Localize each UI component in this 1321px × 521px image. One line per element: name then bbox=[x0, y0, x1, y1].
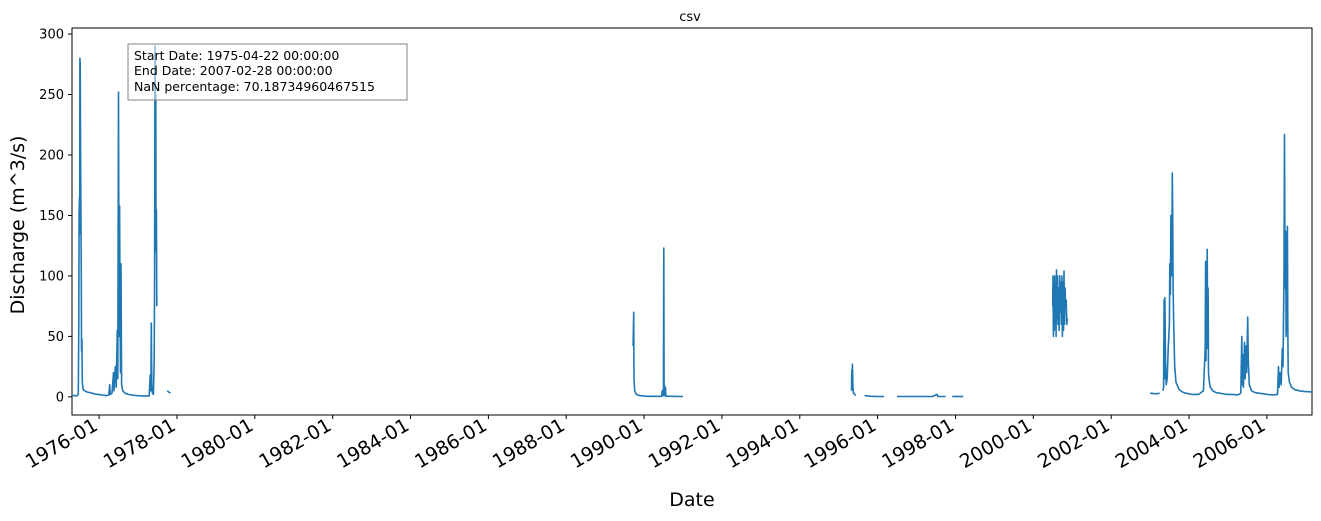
annotation-box: Start Date: 1975-04-22 00:00:00 End Date… bbox=[127, 43, 408, 101]
y-tick-label: 250 bbox=[39, 88, 64, 103]
series-line-segment bbox=[850, 363, 857, 397]
annotation-end-date: End Date: 2007-02-28 00:00:00 bbox=[134, 63, 333, 78]
series-discharge bbox=[72, 45, 1313, 398]
x-tick-label: 1982-01 bbox=[255, 414, 335, 473]
y-tick-label: 150 bbox=[39, 209, 64, 224]
annotation-frame bbox=[127, 43, 408, 101]
y-tick-label: 50 bbox=[47, 330, 64, 345]
plot-area bbox=[71, 27, 1313, 416]
series-line-segment bbox=[1150, 392, 1160, 395]
annotation-nan-percentage: NaN percentage: 70.18734960467515 bbox=[134, 79, 375, 94]
y-tick-label: 100 bbox=[39, 269, 64, 284]
x-tick-label: 1994-01 bbox=[723, 414, 803, 473]
x-tick-label: 2006-01 bbox=[1190, 414, 1270, 473]
x-tick-label: 1978-01 bbox=[100, 414, 180, 473]
y-tick-label: 200 bbox=[39, 148, 64, 163]
plot-frame bbox=[71, 27, 1313, 416]
x-tick-label: 1984-01 bbox=[333, 414, 413, 473]
series-line-segment bbox=[1162, 133, 1313, 396]
series-line-segment bbox=[864, 394, 884, 398]
y-axis: 0 50 100 150 200 250 300 bbox=[39, 28, 72, 405]
y-tick-label: 300 bbox=[39, 28, 64, 43]
x-tick-label: 1980-01 bbox=[178, 414, 258, 473]
series-line-segment bbox=[632, 247, 684, 398]
x-axis-label: Date bbox=[669, 489, 714, 511]
x-tick-label: 1990-01 bbox=[567, 414, 647, 473]
series-line-segment bbox=[1051, 269, 1069, 338]
y-tick-label: 0 bbox=[56, 390, 64, 405]
x-tick-label: 2000-01 bbox=[956, 414, 1036, 473]
x-tick-label: 1986-01 bbox=[411, 414, 491, 473]
series-line-segment bbox=[897, 393, 946, 398]
x-tick-label: 1976-01 bbox=[22, 414, 102, 473]
y-axis-label: Discharge (m^3/s) bbox=[7, 136, 29, 315]
x-tick-label: 2004-01 bbox=[1112, 414, 1192, 473]
x-axis: 1976-011978-011980-011982-011984-011986-… bbox=[22, 414, 1270, 473]
x-tick-label: 1988-01 bbox=[489, 414, 569, 473]
x-tick-label: 1996-01 bbox=[800, 414, 880, 473]
series-line-segment bbox=[166, 390, 171, 394]
annotation-start-date: Start Date: 1975-04-22 00:00:00 bbox=[134, 48, 339, 63]
series-line-segment bbox=[72, 45, 158, 397]
x-tick-label: 1992-01 bbox=[645, 414, 725, 473]
chart-title: csv bbox=[679, 10, 701, 25]
x-tick-label: 2002-01 bbox=[1034, 414, 1114, 473]
x-tick-label: 1998-01 bbox=[878, 414, 958, 473]
